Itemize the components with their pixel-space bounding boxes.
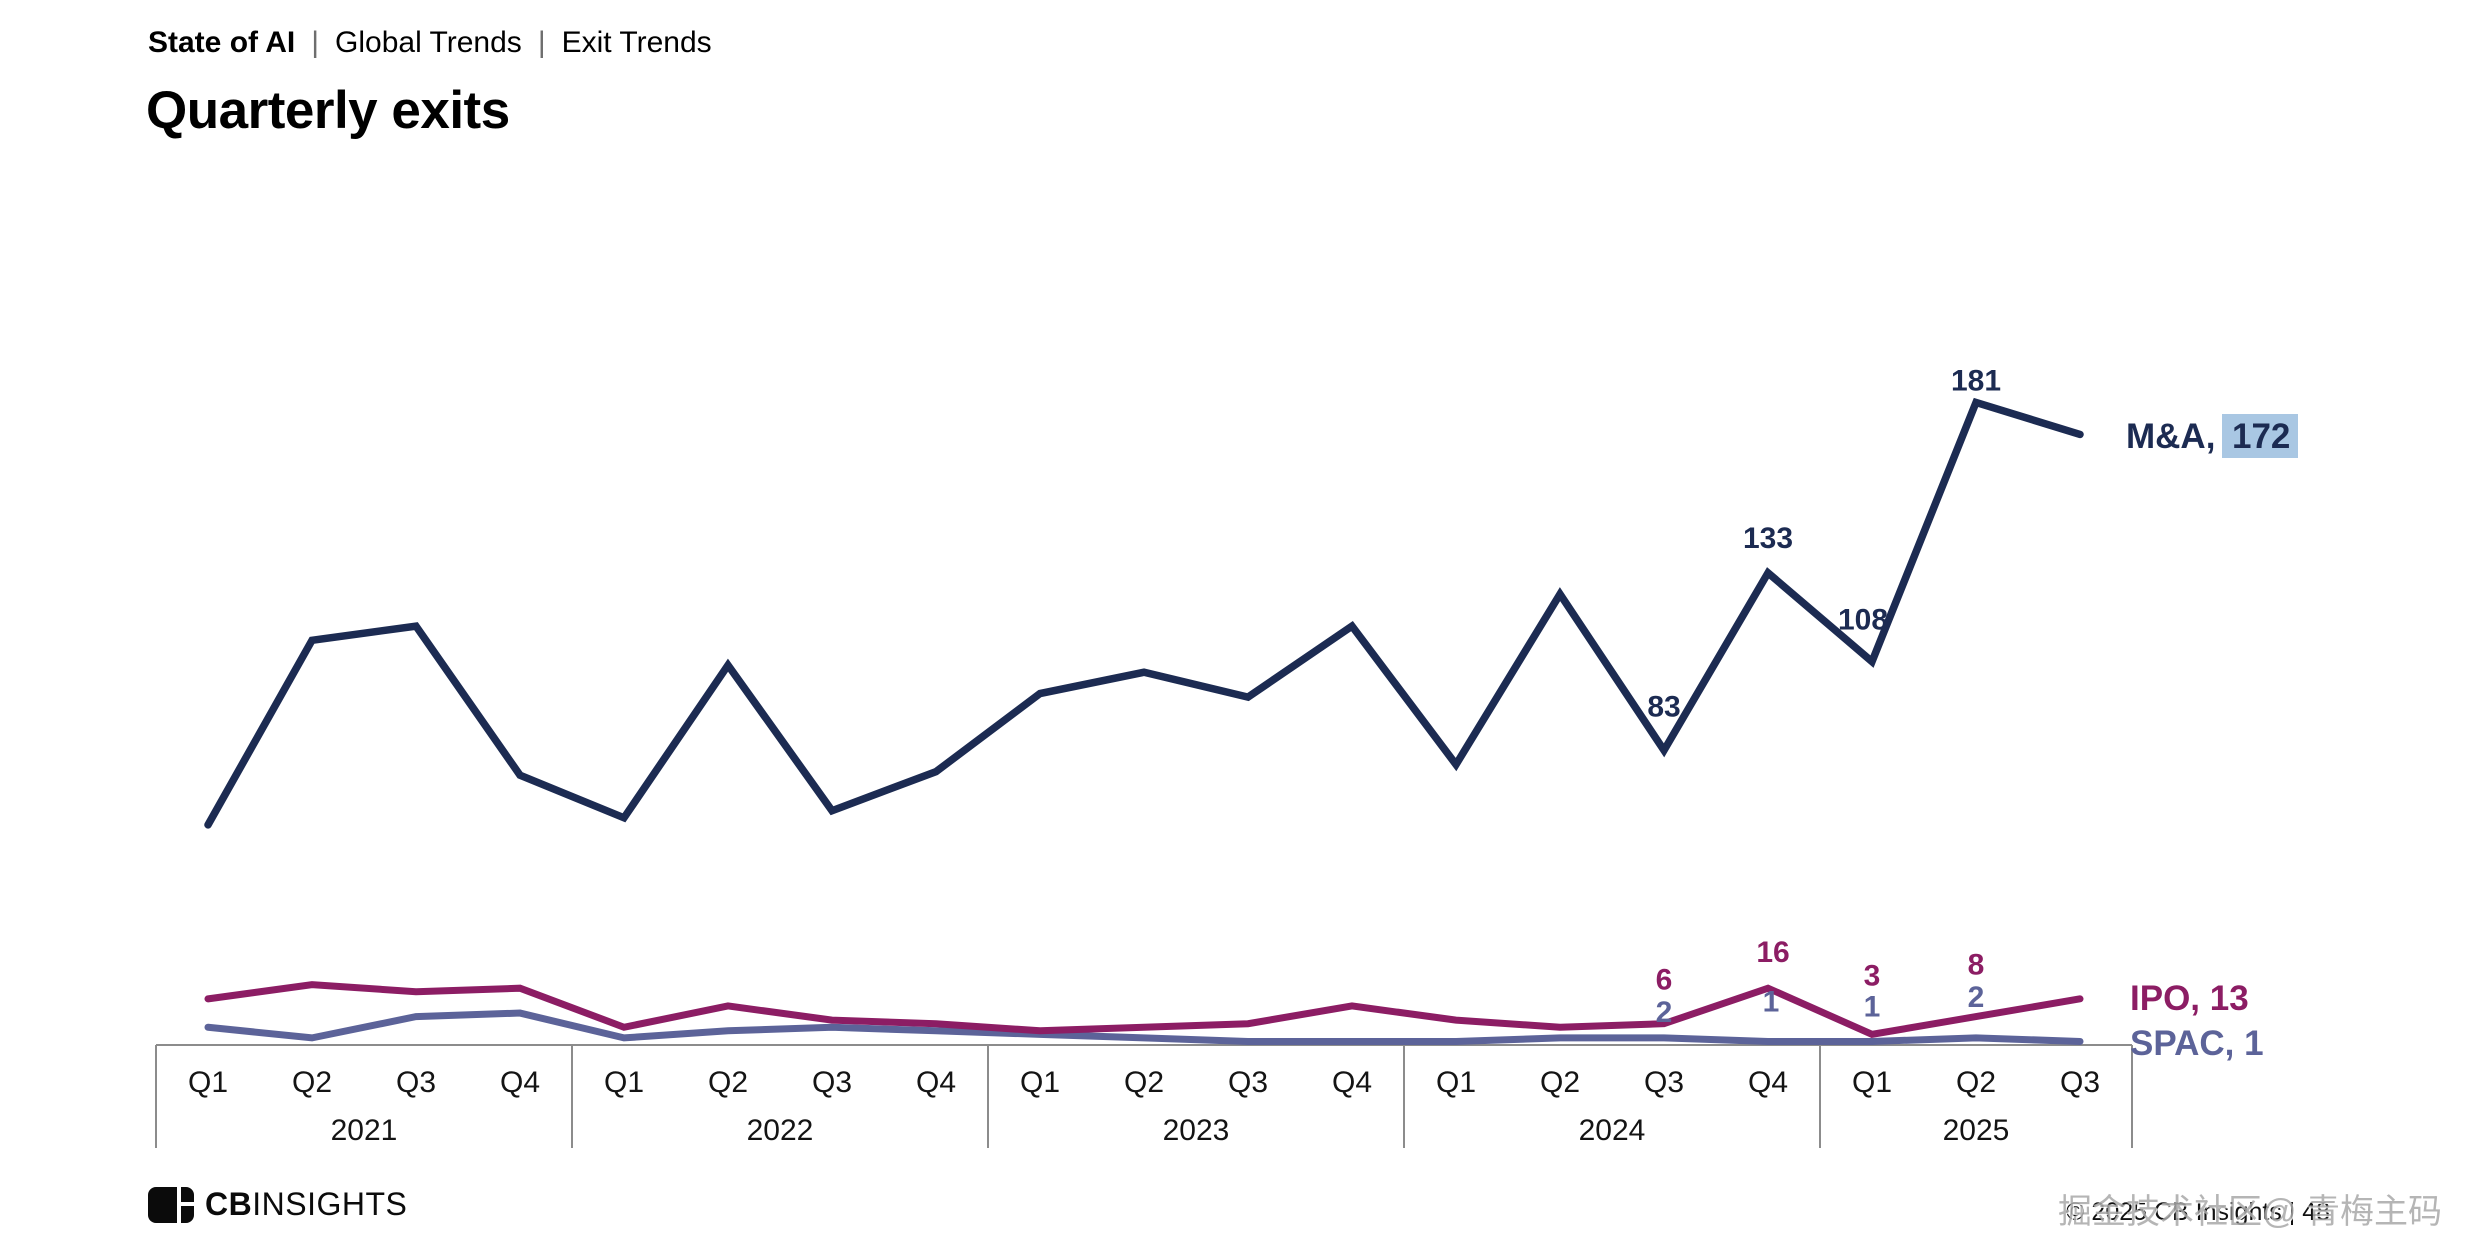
ma-data-label: 133 <box>1743 522 1793 555</box>
x-axis-quarter-label: Q3 <box>2060 1066 2100 1099</box>
ma-series-line <box>204 397 2084 829</box>
cbinsights-logo-text: CBINSIGHTS <box>205 1186 407 1223</box>
x-axis-quarter-label: Q1 <box>604 1066 644 1099</box>
breadcrumb-section: Global Trends <box>335 26 522 59</box>
ipo-data-label: 6 <box>1656 964 1673 997</box>
x-axis-quarter-label: Q4 <box>500 1066 540 1099</box>
ipo-series-line <box>204 981 2084 1038</box>
x-axis-year-label: 2021 <box>331 1114 398 1147</box>
ma-data-label: 181 <box>1951 364 2001 397</box>
spac-data-label: 2 <box>1656 996 1673 1029</box>
breadcrumb-subsection: Exit Trends <box>561 26 712 59</box>
cbinsights-logo-icon <box>148 1186 194 1223</box>
x-axis-year-label: 2023 <box>1163 1114 1230 1147</box>
ma-data-label: 108 <box>1838 604 1888 637</box>
breadcrumb: State of AI | Global Trends | Exit Trend… <box>148 26 712 60</box>
copyright-page-number: © 2025 CB Insights | 48 <box>2066 1198 2330 1226</box>
spac-series-line <box>204 1009 2084 1045</box>
watermark-text: 掘金技术社区@ 青梅主码 <box>2058 1193 2442 1231</box>
x-axis-quarter-label: Q3 <box>1228 1066 1268 1099</box>
ma-end-value: 172 <box>2232 417 2290 456</box>
x-axis-quarter-label: Q2 <box>1124 1066 1164 1099</box>
spac-data-label: 2 <box>1968 981 1985 1014</box>
x-axis-quarter-label: Q3 <box>1644 1066 1684 1099</box>
ipo-data-label: 3 <box>1864 959 1881 992</box>
x-axis-quarter-label: Q2 <box>708 1066 748 1099</box>
x-axis-year-label: 2024 <box>1579 1114 1646 1147</box>
x-axis-quarter-label: Q4 <box>916 1066 956 1099</box>
x-axis-quarter-label: Q3 <box>396 1066 436 1099</box>
x-axis-quarter-label: Q4 <box>1748 1066 1788 1099</box>
ipo-data-label: 8 <box>1968 949 1985 982</box>
page-title: Quarterly exits <box>146 81 510 140</box>
breadcrumb-separator: | <box>311 26 320 59</box>
ma-end-value-highlight <box>2222 414 2298 458</box>
x-axis-quarter-label: Q2 <box>1956 1066 1996 1099</box>
x-axis-quarter-label: Q1 <box>1852 1066 1892 1099</box>
x-axis-quarter-label: Q4 <box>1332 1066 1372 1099</box>
x-axis-quarter-label: Q2 <box>292 1066 332 1099</box>
ipo-data-label: 16 <box>1756 936 1789 969</box>
x-axis-year-label: 2022 <box>747 1114 814 1147</box>
breadcrumb-report-name: State of AI <box>148 26 296 59</box>
logo-cb-text: CB <box>205 1186 253 1222</box>
ma-end-label: M&A, <box>2126 417 2215 456</box>
breadcrumb-separator: | <box>537 26 546 59</box>
x-axis-year-label: 2025 <box>1943 1114 2010 1147</box>
logo-insights-text: INSIGHTS <box>252 1186 408 1222</box>
spac-end-label: SPAC, 1 <box>2130 1024 2264 1063</box>
ipo-end-label: IPO, 13 <box>2130 979 2249 1018</box>
x-axis-quarter-label: Q1 <box>1020 1066 1060 1099</box>
x-axis-quarter-label: Q1 <box>188 1066 228 1099</box>
spac-data-label: 1 <box>1763 985 1780 1018</box>
x-axis-quarter-label: Q2 <box>1540 1066 1580 1099</box>
x-axis-quarter-label: Q1 <box>1436 1066 1476 1099</box>
x-axis-quarter-label: Q3 <box>812 1066 852 1099</box>
cbinsights-logo: CBINSIGHTS <box>148 1186 407 1223</box>
ma-data-label: 83 <box>1647 690 1680 723</box>
spac-data-label: 1 <box>1864 990 1881 1023</box>
